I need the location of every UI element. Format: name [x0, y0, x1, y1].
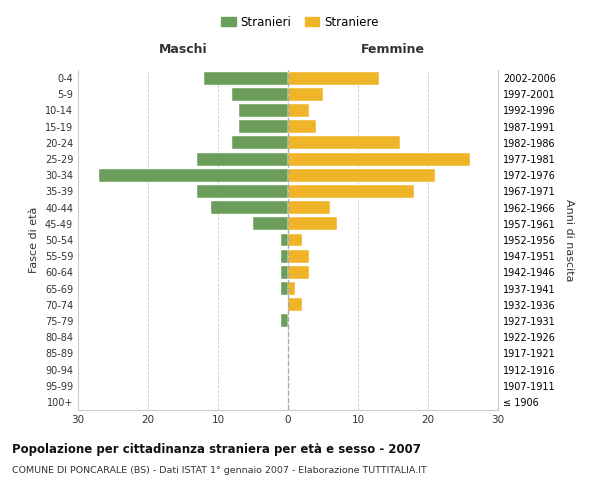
Bar — [281, 282, 288, 295]
Bar — [197, 185, 288, 198]
Y-axis label: Anni di nascita: Anni di nascita — [564, 198, 574, 281]
Bar — [288, 152, 470, 166]
Bar — [288, 266, 309, 279]
Bar — [99, 169, 288, 181]
Bar — [239, 104, 288, 117]
Bar — [281, 250, 288, 262]
Bar — [288, 250, 309, 262]
Text: Maschi: Maschi — [158, 44, 208, 57]
Bar — [288, 185, 414, 198]
Bar — [288, 218, 337, 230]
Bar — [197, 152, 288, 166]
Bar — [281, 266, 288, 279]
Legend: Stranieri, Straniere: Stranieri, Straniere — [217, 11, 383, 34]
Bar — [232, 136, 288, 149]
Bar — [288, 72, 379, 85]
Bar — [239, 120, 288, 133]
Bar — [288, 282, 295, 295]
Text: Popolazione per cittadinanza straniera per età e sesso - 2007: Popolazione per cittadinanza straniera p… — [12, 442, 421, 456]
Bar — [232, 88, 288, 101]
Bar — [288, 104, 309, 117]
Bar — [288, 169, 435, 181]
Bar — [288, 201, 330, 214]
Bar — [211, 201, 288, 214]
Bar — [281, 314, 288, 328]
Bar — [288, 136, 400, 149]
Bar — [288, 234, 302, 246]
Bar — [204, 72, 288, 85]
Bar — [288, 88, 323, 101]
Text: COMUNE DI PONCARALE (BS) - Dati ISTAT 1° gennaio 2007 - Elaborazione TUTTITALIA.: COMUNE DI PONCARALE (BS) - Dati ISTAT 1°… — [12, 466, 427, 475]
Bar — [253, 218, 288, 230]
Y-axis label: Fasce di età: Fasce di età — [29, 207, 39, 273]
Bar — [288, 120, 316, 133]
Bar — [281, 234, 288, 246]
Bar — [288, 298, 302, 311]
Text: Femmine: Femmine — [361, 44, 425, 57]
